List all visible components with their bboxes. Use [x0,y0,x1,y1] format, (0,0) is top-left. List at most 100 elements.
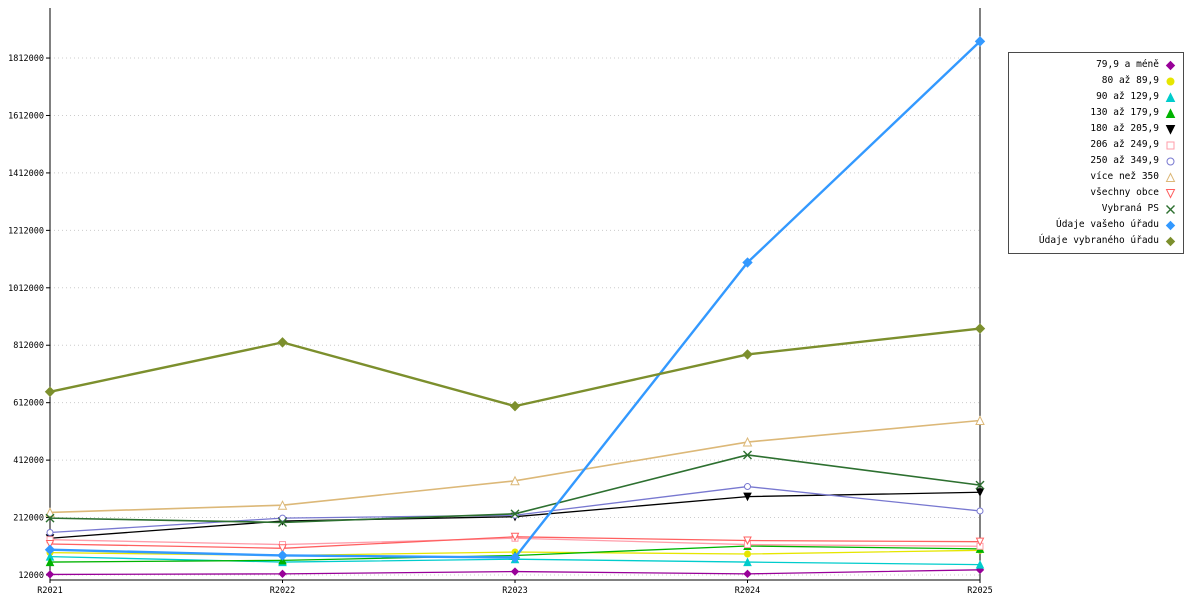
marker-circle [1166,157,1175,165]
marker-diamond [509,552,521,563]
legend-marker-icon [1165,220,1176,230]
marker-triangle-down [1165,188,1176,199]
x-tick-label: R2022 [270,586,296,596]
y-tick-label: 612000 [13,399,44,409]
legend-item: 80 až 89,9 [1015,73,1177,89]
legend-item: všechny obce [1015,185,1177,201]
marker-triangle-down [45,539,55,549]
legend-marker-icon [1165,124,1176,135]
x-tick-label: R2021 [37,586,63,596]
marker-triangle-up [45,557,55,567]
marker-diamond [742,349,753,360]
marker-diamond [44,386,56,397]
marker-triangle-up [975,415,985,425]
marker-triangle-down [510,532,520,542]
legend-marker-icon [1165,236,1176,246]
legend-marker-icon [1166,157,1175,165]
y-tick-label: 1812000 [8,54,44,64]
legend-label: více než 350 [1090,171,1159,182]
marker-triangle-up [743,557,752,567]
marker-diamond [277,337,288,348]
marker-triangle-down [743,536,752,546]
y-tick-label: 412000 [13,456,44,466]
legend-marker-icon [1165,171,1176,182]
marker-circle [46,528,54,536]
legend-item: 79,9 a méně [1015,57,1177,73]
marker-diamond [44,544,56,555]
legend-item: více než 350 [1015,169,1177,185]
marker-x [743,450,752,460]
legend-label: 250 až 349,9 [1090,155,1159,166]
legend-label: Vybraná PS [1101,203,1159,214]
marker-circle [976,507,984,515]
marker-diamond [1165,60,1176,70]
legend-marker-icon [1165,60,1176,70]
chart-legend: 79,9 a méně 80 až 89,9 90 až 129,9 130 až 1… [1008,52,1184,254]
y-tick-label: 1412000 [8,169,44,179]
y-tick-label: 212000 [13,514,44,524]
legend-label: Údaje vybraného úřadu [1038,235,1159,246]
legend-item: 250 až 349,9 [1015,153,1177,169]
marker-diamond [743,569,752,579]
marker-triangle-up [277,500,288,510]
y-tick-label: 812000 [13,341,44,351]
y-tick-label: 1012000 [8,284,44,294]
x-tick-label: R2025 [967,586,993,596]
x-tick-label: R2023 [502,586,528,596]
marker-triangle-down [278,544,287,553]
legend-marker-icon [1165,91,1176,102]
y-tick-label: 1612000 [8,111,44,121]
legend-item: 130 až 179,9 [1015,105,1177,121]
marker-triangle-up [1165,107,1176,118]
legend-label: Údaje vašeho úřadu [1056,219,1159,230]
legend-label: 79,9 a méně [1096,59,1159,70]
legend-label: 130 až 179,9 [1090,107,1159,118]
legend-item: Vybraná PS [1015,201,1177,217]
marker-circle [744,483,751,491]
series-line [48,327,982,408]
marker-triangle-up [510,475,520,486]
marker-x [1166,204,1175,214]
legend-marker-icon [1165,188,1176,199]
legend-label: 90 až 129,9 [1096,91,1159,102]
legend-marker-icon [1165,107,1176,118]
marker-circle [1166,77,1175,85]
legend-marker-icon [1166,141,1175,149]
marker-triangle-up [1165,91,1176,102]
x-tick-label: R2024 [735,586,761,596]
legend-item: 90 až 129,9 [1015,89,1177,105]
marker-triangle-up [45,507,55,517]
y-tick-label: 1212000 [8,226,44,236]
marker-triangle-up [1165,171,1176,182]
marker-diamond [974,323,986,334]
marker-diamond [1165,220,1176,230]
legend-marker-icon [1166,77,1175,85]
legend-label: 206 až 249,9 [1090,139,1159,150]
marker-triangle-down [975,488,985,497]
marker-diamond [974,36,986,47]
y-tick-label: 12000 [18,571,44,581]
marker-diamond [510,567,520,576]
legend-item: 206 až 249,9 [1015,137,1177,153]
marker-diamond [742,257,753,268]
legend-label: 180 až 205,9 [1090,123,1159,134]
legend-item: Údaje vybraného úřadu [1015,233,1177,249]
marker-x [510,509,520,519]
marker-triangle-down [975,537,985,547]
marker-triangle-up [975,560,985,569]
marker-x [975,480,985,490]
marker-x [278,517,287,527]
marker-diamond [509,400,521,412]
legend-label: 80 až 89,9 [1101,75,1159,86]
marker-triangle-up [742,436,753,447]
legend-item: Údaje vašeho úřadu [1015,217,1177,233]
marker-triangle-down [743,492,752,502]
legend-label: všechny obce [1090,187,1159,198]
series-line [49,485,981,534]
marker-diamond [45,570,55,579]
marker-x [45,513,55,523]
marker-diamond [277,550,288,561]
marker-diamond [1165,236,1176,246]
